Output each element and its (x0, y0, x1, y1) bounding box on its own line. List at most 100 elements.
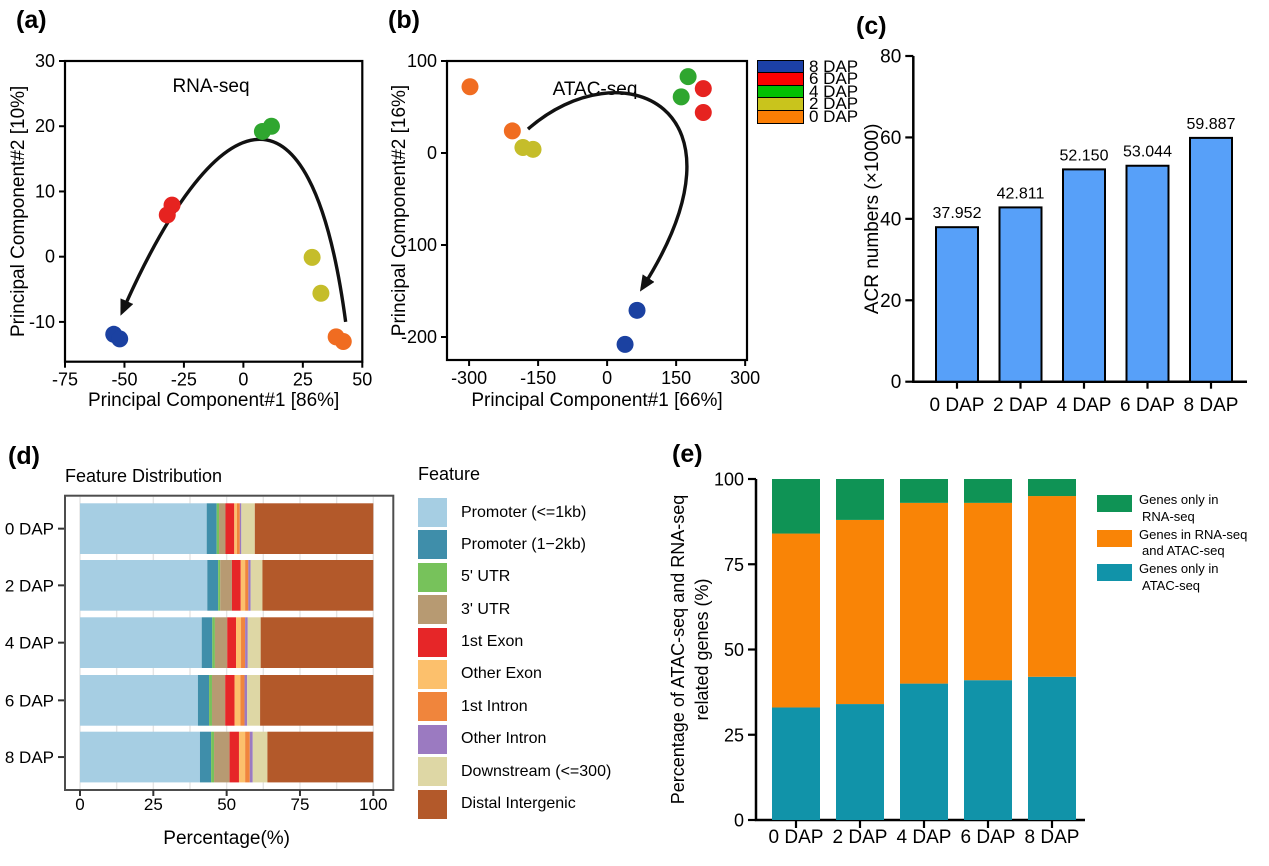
y-tick-label: 50 (724, 640, 744, 660)
stack-segment-genes-only-in-atac-seq (900, 683, 948, 820)
legend-label-line1: Genes in RNA-seq (1139, 526, 1248, 542)
legend-label: Promoter (1−2kb) (461, 535, 586, 553)
x-tick-label: -25 (171, 370, 197, 390)
feature-segment (209, 675, 212, 726)
stack-segment-genes-only-in-atac-seq (1028, 676, 1076, 820)
feature-legend-item: Distal Intergenic (418, 789, 611, 819)
feature-segment (248, 560, 251, 611)
x-category-label: 0 DAP (769, 827, 824, 848)
data-point-8-dap (111, 330, 129, 348)
y-axis-label: Principal Component#2 [16%] (389, 85, 410, 336)
stack-segment-genes-in-rna-seq-and-atac-seq (772, 533, 820, 708)
feature-legend-item: Promoter (<=1kb) (418, 498, 611, 527)
feature-legend-item: 1st Intron (418, 692, 611, 722)
feature-segment (245, 731, 250, 783)
trajectory-arrow (526, 91, 689, 292)
feature-segment (80, 560, 208, 611)
y-tick-label: 0 (734, 811, 744, 831)
y-category-label: 0 DAP (5, 520, 54, 539)
feature-segment (250, 560, 263, 611)
feature-segment (197, 675, 210, 726)
feature-segment (80, 731, 200, 783)
data-point-0-dap (503, 122, 521, 140)
bar-value-label: 42.811 (997, 185, 1045, 202)
legend-label: 3' UTR (461, 600, 511, 618)
feature-segment (236, 617, 242, 668)
legend-label: Other Exon (461, 665, 542, 683)
legend-label: 1st Intron (461, 697, 528, 715)
feature-segment (244, 675, 248, 726)
feature-legend-rows: Promoter (<=1kb) Promoter (1−2kb) 5' UTR 3'… (418, 498, 611, 819)
plot-frame (64, 494, 395, 791)
feature-segment (214, 617, 228, 668)
feature-legend-item: 3' UTR (418, 595, 611, 625)
chart-title: Feature Distribution (65, 466, 222, 486)
feature-segment (206, 503, 217, 554)
legend-label: 0 DAP (809, 106, 859, 126)
legend-swatch (418, 659, 447, 689)
stack-segment-genes-in-rna-seq-and-atac-seq (1028, 496, 1076, 677)
feature-distribution-chart: 0 DAP 2 DAP 4 DAP 6 DAP 8 DAP 0 25 50 75 100 Featu… (5, 466, 395, 849)
y-tick-label: 60 (880, 128, 901, 149)
acr-bar-6-dap (1125, 164, 1170, 383)
feature-segment (229, 731, 239, 783)
x-category-label: 2 DAP (993, 395, 1048, 416)
data-point-4-dap (262, 117, 280, 135)
feature-segment (245, 560, 249, 611)
legend-label-line2: and ATAC-seq (1142, 543, 1225, 558)
feature-legend-item: 5' UTR (418, 562, 611, 592)
x-category-label: 6 DAP (1120, 395, 1175, 416)
panel-label-e: (e) (672, 440, 703, 468)
plot-frame (445, 59, 749, 362)
related-genes-legend: Genes only in RNA-seq Genes in RNA-seq and … (1097, 492, 1247, 596)
x-category-label: 8 DAP (1025, 827, 1080, 848)
feature-segment (247, 617, 261, 668)
data-point-2-dap (312, 284, 330, 302)
feature-legend-item: Downstream (<=300) (418, 757, 611, 787)
x-tick-label: 300 (730, 368, 760, 388)
legend-label: Genes only in RNA-seq (1139, 492, 1219, 525)
feature-segment (260, 617, 374, 668)
x-category-label: 0 DAP (930, 395, 985, 416)
feature-segment (241, 617, 246, 668)
legend-swatch (418, 692, 447, 722)
y-tick-label: 100 (407, 51, 437, 71)
y-category-label: 8 DAP (5, 748, 54, 767)
y-category-label: 2 DAP (5, 576, 54, 595)
feature-segment (252, 731, 268, 783)
data-point-4-dap (672, 88, 690, 106)
data-point-0-dap (334, 332, 352, 350)
acr-bar-8-dap (1189, 136, 1233, 383)
x-category-label: 2 DAP (833, 827, 888, 848)
acr-bar-0-dap (935, 226, 979, 383)
x-tick-label: -50 (111, 370, 137, 390)
legend-swatch (757, 109, 804, 124)
y-tick-label: 10 (35, 181, 55, 201)
feature-segment (227, 617, 237, 668)
feature-segment (249, 731, 253, 783)
feature-segment (241, 503, 255, 554)
atac-seq-pca-plot: -300 -150 0 150 300 -200 -100 0 100 Principal Com… (389, 51, 760, 411)
legend-swatch (418, 757, 447, 787)
data-point-6-dap (694, 80, 712, 98)
y-tick-label: 0 (45, 247, 55, 267)
acr-numbers-bar-chart: 0 20 40 60 80 37.952 0 DAP 42.811 2 DAP 52.150 4 D… (862, 47, 1247, 416)
feature-segment (218, 560, 221, 611)
panel-label-b: (b) (388, 6, 420, 34)
legend-label: 2 DAP (809, 94, 859, 114)
stack-segment-genes-in-rna-seq-and-atac-seq (836, 519, 884, 705)
x-tick-label: 150 (661, 368, 691, 388)
x-tick-label: 0 (602, 368, 612, 388)
plot-title: RNA-seq (172, 76, 249, 97)
feature-segment (234, 675, 241, 726)
y-tick-label: 20 (35, 116, 55, 136)
bar-value-label: 59.887 (1187, 116, 1236, 133)
x-tick-label: 25 (293, 370, 313, 390)
y-tick-label: 75 (724, 555, 744, 575)
stack-segment-genes-in-rna-seq-and-atac-seq (964, 502, 1012, 681)
legend-label-line2: ATAC-seq (1142, 577, 1201, 593)
stack-segment-genes-only-in-rna-seq (836, 479, 884, 520)
legend-label: Genes only in ATAC-seq (1139, 561, 1219, 594)
related-genes-stacked-chart: 0 25 50 75 100 0 DAP 2 DAP 4 DAP 6 DAP 8 DAP Perce… (668, 470, 1085, 848)
